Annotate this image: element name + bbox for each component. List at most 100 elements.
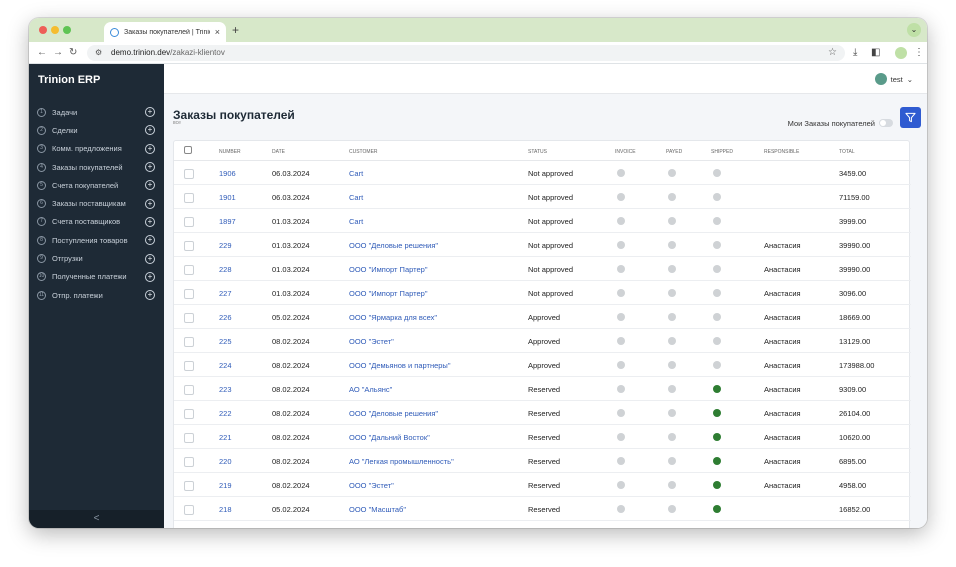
add-icon[interactable]: +	[145, 198, 155, 209]
row-checkbox[interactable]	[184, 313, 194, 323]
add-icon[interactable]: +	[145, 216, 155, 227]
table-row[interactable]: 218 05.02.2024 ООО "Масштаб" Reserved 16852.…	[174, 497, 911, 521]
add-icon[interactable]: +	[145, 107, 155, 118]
customer-link[interactable]: АО "Легкая промышленность"	[349, 457, 454, 466]
header-responsible[interactable]: Responsible	[764, 149, 800, 155]
table-row[interactable]: 1897 01.03.2024 Cart Not approved 3999.00	[174, 209, 911, 233]
table-row[interactable]: 221 08.02.2024 ООО "Дальний Восток" Reserve…	[174, 425, 911, 449]
table-row[interactable]: 228 01.03.2024 ООО "Импорт Партер" Not appr…	[174, 257, 911, 281]
sidebar-item[interactable]: 4 Заказы покупателей +	[29, 158, 164, 176]
add-icon[interactable]: +	[145, 143, 155, 154]
order-number-link[interactable]: 220	[219, 457, 232, 466]
sidebar-item[interactable]: 3 Комм. предложения +	[29, 140, 164, 158]
row-checkbox[interactable]	[184, 385, 194, 395]
table-row[interactable]: 222 08.02.2024 ООО "Деловые решения" Reserv…	[174, 401, 911, 425]
table-row[interactable]: 1906 06.03.2024 Cart Not approved 3459.00	[174, 161, 911, 185]
add-icon[interactable]: +	[145, 235, 155, 246]
order-number-link[interactable]: 225	[219, 337, 232, 346]
add-icon[interactable]: +	[145, 290, 155, 301]
order-number-link[interactable]: 229	[219, 241, 232, 250]
customer-link[interactable]: ООО "Масштаб"	[349, 505, 406, 514]
row-checkbox[interactable]	[184, 481, 194, 491]
address-bar[interactable]: ⚙ demo.trinion.dev/zakazi-klientov ☆	[87, 45, 845, 61]
row-checkbox[interactable]	[184, 169, 194, 179]
maximize-window-button[interactable]	[63, 26, 71, 34]
customer-link[interactable]: ООО "Дальний Восток"	[349, 433, 430, 442]
add-icon[interactable]: +	[145, 253, 155, 264]
site-settings-icon[interactable]: ⚙	[95, 48, 103, 57]
filter-button[interactable]	[900, 107, 921, 128]
order-number-link[interactable]: 1901	[219, 193, 236, 202]
customer-link[interactable]: ООО "Демьянов и партнеры"	[349, 361, 451, 370]
more-menu-icon[interactable]: ⋮	[914, 47, 924, 58]
row-checkbox[interactable]	[184, 433, 194, 443]
reload-icon[interactable]: ↻	[69, 47, 78, 58]
table-row[interactable]: 225 08.02.2024 ООО "Эстет" Approved Анастаси…	[174, 329, 911, 353]
order-number-link[interactable]: 223	[219, 385, 232, 394]
order-number-link[interactable]: 221	[219, 433, 232, 442]
row-checkbox[interactable]	[184, 505, 194, 515]
table-row[interactable]: 223 08.02.2024 АО "Альянс" Reserved Анастаси…	[174, 377, 911, 401]
header-number[interactable]: Number	[219, 149, 241, 155]
header-customer[interactable]: Customer	[349, 149, 378, 155]
customer-link[interactable]: Cart	[349, 217, 364, 226]
header-date[interactable]: Date	[272, 149, 285, 155]
forward-icon[interactable]: →	[53, 47, 63, 58]
sidepanel-icon[interactable]: ◧	[871, 47, 881, 58]
collapse-sidebar-button[interactable]: <	[29, 510, 164, 528]
table-row[interactable]: 219 08.02.2024 ООО "Эстет" Reserved Анастаси…	[174, 473, 911, 497]
download-icon[interactable]: ⤓	[853, 47, 858, 58]
table-row[interactable]: 220 08.02.2024 АО "Легкая промышленность" R…	[174, 449, 911, 473]
app-brand[interactable]: Trinion ERP	[38, 74, 101, 86]
customer-link[interactable]: Cart	[349, 169, 364, 178]
order-number-link[interactable]: 228	[219, 265, 232, 274]
row-checkbox[interactable]	[184, 289, 194, 299]
table-row[interactable]: 229 01.03.2024 ООО "Деловые решения" Not ap…	[174, 233, 911, 257]
back-icon[interactable]: ←	[37, 47, 47, 58]
sidebar-item[interactable]: 1 Задачи +	[29, 103, 164, 121]
sidebar-item[interactable]: 7 Счета поставщиков +	[29, 213, 164, 231]
add-icon[interactable]: +	[145, 125, 155, 136]
table-row[interactable]: 1901 06.03.2024 Cart Not approved 71159.00	[174, 185, 911, 209]
sidebar-item[interactable]: 6 Заказы поставщикам +	[29, 194, 164, 212]
order-number-link[interactable]: 224	[219, 361, 232, 370]
header-invoice[interactable]: Invoice	[615, 149, 636, 155]
profile-avatar[interactable]	[895, 47, 907, 59]
sidebar-item[interactable]: 2 Сделки +	[29, 121, 164, 139]
sidebar-item[interactable]: 8 Поступления товаров +	[29, 231, 164, 249]
browser-tab[interactable]: Заказы покупателей | Trinion ×	[104, 22, 226, 42]
table-row[interactable]: 227 01.03.2024 ООО "Импорт Партер" Not appr…	[174, 281, 911, 305]
row-checkbox[interactable]	[184, 193, 194, 203]
new-tab-button[interactable]: +	[232, 23, 240, 37]
header-status[interactable]: Status	[528, 149, 547, 155]
row-checkbox[interactable]	[184, 409, 194, 419]
row-checkbox[interactable]	[184, 361, 194, 371]
tab-search-icon[interactable]: ⌄	[907, 23, 921, 37]
customer-link[interactable]: Cart	[349, 193, 364, 202]
order-number-link[interactable]: 1906	[219, 169, 236, 178]
header-shipped[interactable]: Shipped	[711, 149, 733, 155]
customer-link[interactable]: ООО "Импорт Партер"	[349, 265, 428, 274]
row-checkbox[interactable]	[184, 241, 194, 251]
header-total[interactable]: Total	[839, 149, 855, 155]
add-icon[interactable]: +	[145, 180, 155, 191]
table-row[interactable]: 226 05.02.2024 ООО "Ярмарка для всех" Appro…	[174, 305, 911, 329]
customer-link[interactable]: ООО "Эстет"	[349, 481, 394, 490]
select-all-checkbox[interactable]	[184, 146, 192, 154]
row-checkbox[interactable]	[184, 217, 194, 227]
customer-link[interactable]: ООО "Импорт Партер"	[349, 289, 428, 298]
user-menu[interactable]: test ⌄	[874, 73, 913, 85]
my-orders-toggle[interactable]	[879, 119, 893, 127]
customer-link[interactable]: АО "Альянс"	[349, 385, 393, 394]
order-number-link[interactable]: 218	[219, 505, 232, 514]
sidebar-item[interactable]: 10 Полученные платежи +	[29, 268, 164, 286]
add-icon[interactable]: +	[145, 271, 155, 282]
minimize-window-button[interactable]	[51, 26, 59, 34]
row-checkbox[interactable]	[184, 337, 194, 347]
sidebar-item[interactable]: 11 Отпр. платежи +	[29, 286, 164, 304]
close-window-button[interactable]	[39, 26, 47, 34]
row-checkbox[interactable]	[184, 457, 194, 467]
bookmark-star-icon[interactable]: ☆	[828, 47, 837, 58]
header-payed[interactable]: Payed	[666, 149, 683, 155]
sidebar-item[interactable]: 9 Отгрузки +	[29, 249, 164, 267]
